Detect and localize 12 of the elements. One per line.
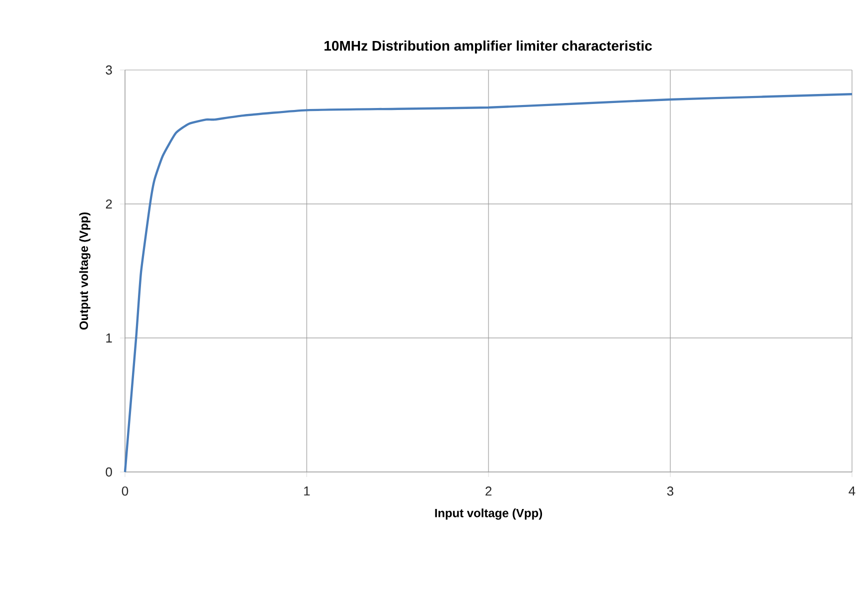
- y-tick-label: 2: [106, 199, 112, 209]
- x-tick-label: 2: [486, 486, 492, 496]
- x-tick-label: 0: [122, 486, 128, 496]
- y-tick-label: 1: [106, 334, 112, 342]
- x-tick-label: 4: [848, 486, 856, 496]
- x-axis-title: Input voltage (Vpp): [435, 508, 542, 520]
- y-tick-label: 0: [106, 467, 112, 477]
- chart-title: 10MHz Distribution amplifier limiter characteristic: [324, 40, 652, 54]
- y-axis-title: Output voltage (Vpp): [79, 212, 90, 330]
- x-tick-label: 1: [304, 486, 310, 496]
- y-tick-label: 3: [106, 65, 112, 75]
- x-tick-label: 3: [667, 486, 674, 496]
